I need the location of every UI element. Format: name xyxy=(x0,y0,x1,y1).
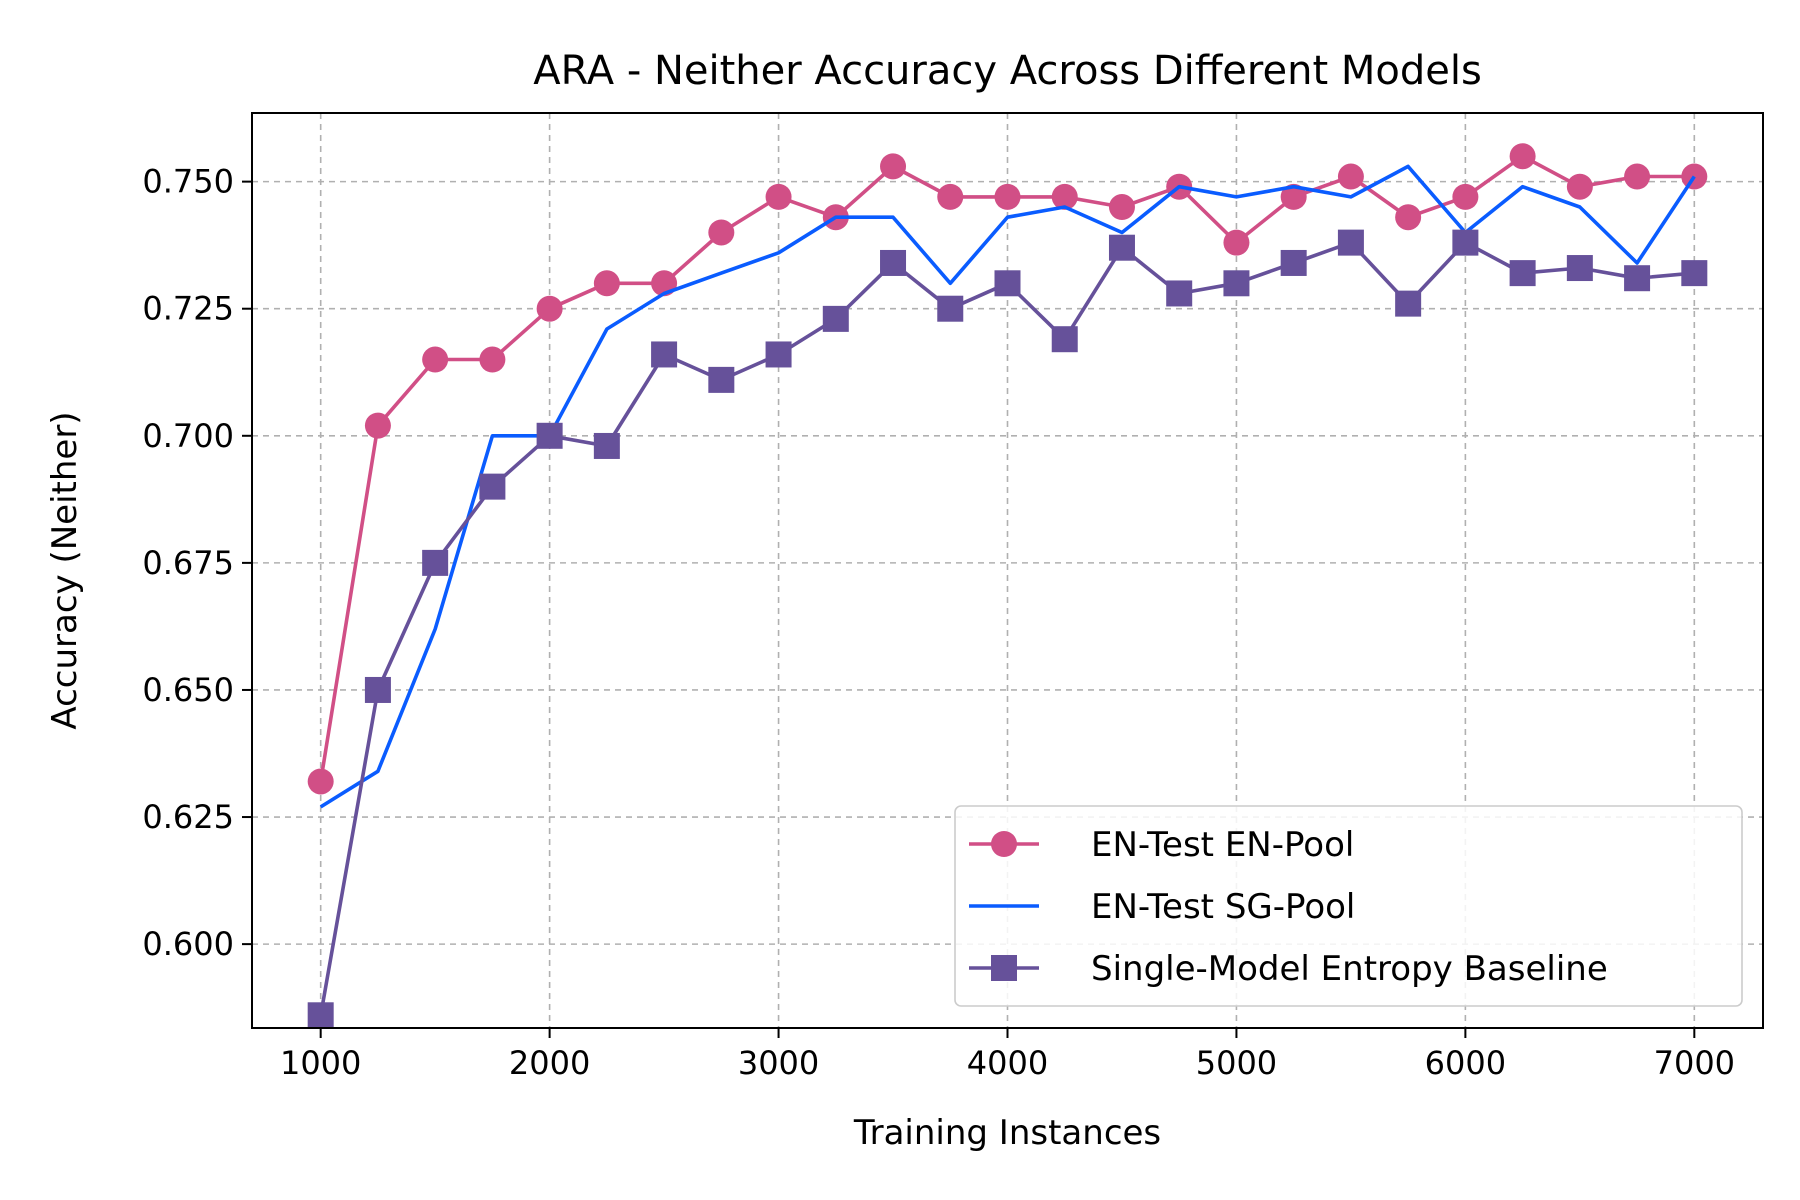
x-tick-label: 5000 xyxy=(1196,1044,1277,1082)
x-tick-label: 3000 xyxy=(738,1044,819,1082)
data-point xyxy=(1681,260,1708,287)
legend-box xyxy=(954,805,1743,1007)
series-3 xyxy=(307,229,1708,1029)
y-tick-label: 0.675 xyxy=(142,544,234,582)
legend-label: EN-Test SG-Pool xyxy=(1091,887,1355,927)
data-point xyxy=(937,183,964,210)
data-point xyxy=(536,422,563,449)
y-tick-label: 0.625 xyxy=(142,798,234,836)
data-point xyxy=(765,183,792,210)
y-tick-label: 0.600 xyxy=(142,925,234,963)
data-point xyxy=(1509,143,1536,170)
data-point xyxy=(307,1002,334,1029)
data-point xyxy=(822,305,849,332)
legend-label: EN-Test EN-Pool xyxy=(1091,825,1354,865)
data-point xyxy=(1051,183,1078,210)
data-point xyxy=(880,249,907,276)
data-point xyxy=(708,366,735,393)
data-point xyxy=(937,295,964,322)
y-tick-label: 0.725 xyxy=(142,290,234,328)
data-point xyxy=(994,270,1021,297)
data-point xyxy=(1108,194,1135,221)
x-axis-label: Training Instances xyxy=(853,1113,1161,1153)
legend-marker xyxy=(991,955,1017,981)
legend-item-3: Single-Model Entropy Baseline xyxy=(969,949,1608,989)
y-tick-label: 0.700 xyxy=(142,417,234,455)
data-point xyxy=(708,219,735,246)
data-point xyxy=(1108,234,1135,261)
data-point xyxy=(1566,173,1593,200)
data-point xyxy=(1280,183,1307,210)
axis-ticks: 1000 2000 3000 4000 5000 6000 7000 0.600 0.625 0.… xyxy=(142,163,1735,1082)
y-axis-label: Accuracy (Neither) xyxy=(45,411,85,729)
data-point xyxy=(536,295,563,322)
data-point xyxy=(479,473,506,500)
data-point xyxy=(651,341,678,368)
data-point xyxy=(994,183,1021,210)
data-point xyxy=(1280,249,1307,276)
data-point xyxy=(593,432,620,459)
x-tick-label: 7000 xyxy=(1654,1044,1735,1082)
data-point xyxy=(1223,270,1250,297)
legend-item-2: EN-Test SG-Pool xyxy=(969,887,1355,927)
data-point xyxy=(1566,255,1593,282)
data-point xyxy=(593,270,620,297)
y-tick-label: 0.650 xyxy=(142,671,234,709)
data-point xyxy=(1452,183,1479,210)
data-point xyxy=(1624,163,1651,190)
data-point xyxy=(422,346,449,373)
data-point xyxy=(880,153,907,180)
series-area xyxy=(307,143,1708,1029)
data-point xyxy=(364,676,391,703)
legend: EN-Test EN-Pool EN-Test SG-Pool Single-Mod… xyxy=(954,805,1743,1007)
y-tick-label: 0.750 xyxy=(142,163,234,201)
data-point xyxy=(1509,260,1536,287)
data-point xyxy=(1166,280,1193,307)
x-tick-label: 2000 xyxy=(509,1044,590,1082)
legend-marker xyxy=(991,831,1017,857)
legend-item-1: EN-Test EN-Pool xyxy=(969,825,1354,865)
data-point xyxy=(1223,229,1250,256)
data-point xyxy=(479,346,506,373)
data-point xyxy=(1051,326,1078,353)
x-tick-label: 4000 xyxy=(967,1044,1048,1082)
x-tick-label: 6000 xyxy=(1425,1044,1506,1082)
x-tick-label: 1000 xyxy=(280,1044,361,1082)
data-point xyxy=(307,768,334,795)
data-point xyxy=(1395,290,1422,317)
data-point xyxy=(1337,229,1364,256)
chart-title: ARA - Neither Accuracy Across Different … xyxy=(533,48,1482,94)
data-point xyxy=(422,549,449,576)
data-point xyxy=(364,412,391,439)
data-point xyxy=(1452,229,1479,256)
data-point xyxy=(1337,163,1364,190)
data-point xyxy=(1624,265,1651,292)
data-point xyxy=(1395,204,1422,231)
data-point xyxy=(765,341,792,368)
legend-label: Single-Model Entropy Baseline xyxy=(1091,949,1608,989)
